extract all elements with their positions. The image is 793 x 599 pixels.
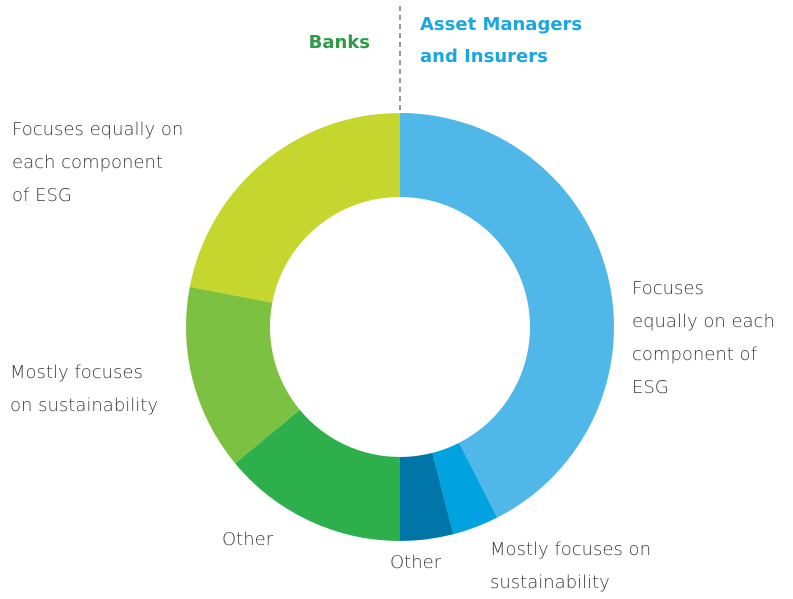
slice-label: Mostly focuses on sustainability: [10, 362, 158, 416]
series-header: Banks: [308, 32, 370, 53]
slice-label: Focuses equally on each component of ESG: [12, 119, 184, 206]
slice-label: Focuses equally on each component of ESG: [632, 278, 775, 398]
slice-label: Other: [390, 552, 442, 573]
donut-slice: [189, 113, 400, 303]
donut-slice: [235, 409, 400, 541]
donut-slice: [432, 442, 498, 535]
slice-label: Other: [222, 529, 274, 550]
slice-label: Mostly focuses on sustainability: [490, 539, 651, 593]
donut-slice: [400, 452, 454, 541]
donut-slice: [400, 113, 614, 518]
series-header: Asset Managers and Insurers: [420, 14, 583, 67]
donut-slice: [186, 286, 300, 464]
